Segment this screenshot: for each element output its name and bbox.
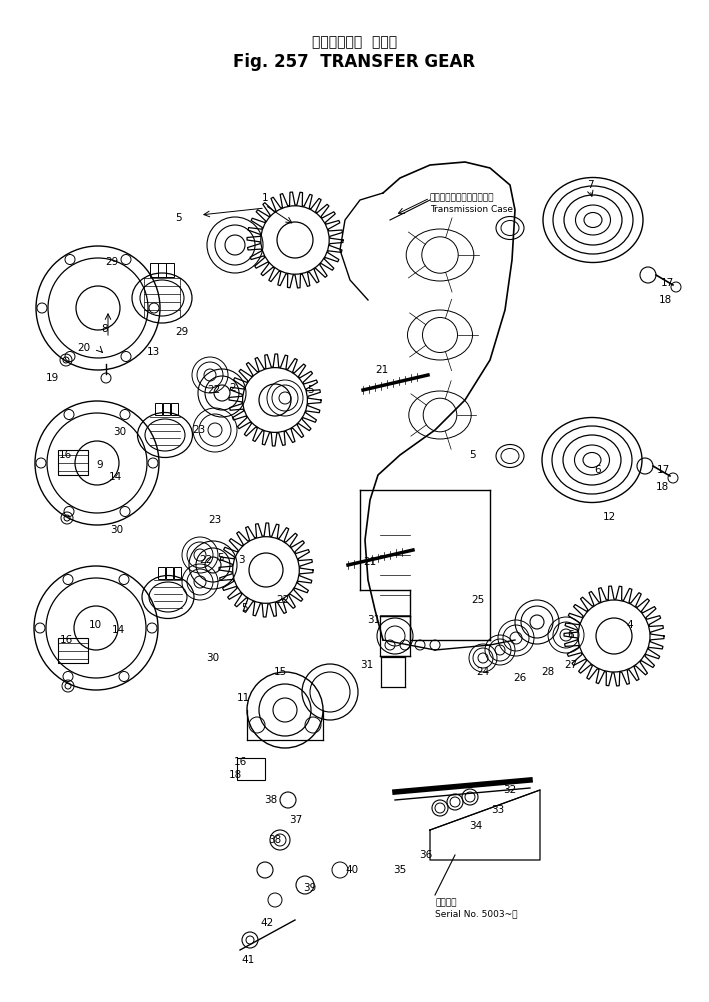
- Text: 20: 20: [77, 343, 91, 353]
- Text: 22: 22: [277, 595, 289, 605]
- Text: 38: 38: [264, 795, 278, 805]
- Text: 38: 38: [269, 835, 281, 845]
- Text: 28: 28: [542, 667, 554, 677]
- Text: 6: 6: [568, 630, 574, 640]
- Text: 10: 10: [89, 620, 101, 630]
- Text: 22: 22: [199, 555, 213, 565]
- Text: 25: 25: [471, 595, 485, 605]
- Bar: [166, 263, 174, 277]
- Text: 30: 30: [113, 427, 127, 437]
- Text: 14: 14: [111, 625, 125, 635]
- Text: 30: 30: [206, 653, 220, 663]
- Text: 41: 41: [241, 955, 255, 965]
- Text: 18: 18: [228, 770, 242, 780]
- Text: 35: 35: [393, 865, 407, 875]
- Text: 17: 17: [660, 278, 674, 288]
- Text: 31: 31: [360, 660, 374, 670]
- Text: 32: 32: [503, 785, 517, 795]
- Text: 21: 21: [375, 365, 389, 375]
- Bar: [237, 758, 265, 780]
- Text: 15: 15: [274, 667, 286, 677]
- Text: 適用号等
Serial No. 5003~・: 適用号等 Serial No. 5003~・: [435, 898, 518, 919]
- Text: 16: 16: [60, 635, 72, 645]
- Text: 3: 3: [238, 555, 245, 565]
- Text: 8: 8: [101, 324, 108, 334]
- Text: 5: 5: [240, 603, 247, 613]
- Bar: [166, 567, 173, 579]
- Text: 12: 12: [603, 512, 615, 522]
- Text: 1: 1: [262, 193, 268, 203]
- Text: Fig. 257  TRANSFER GEAR: Fig. 257 TRANSFER GEAR: [233, 53, 476, 71]
- Text: 23: 23: [192, 425, 206, 435]
- Text: 27: 27: [564, 660, 578, 670]
- Text: 18: 18: [655, 482, 669, 492]
- Text: 7: 7: [586, 180, 593, 190]
- Text: 39: 39: [303, 883, 317, 893]
- Bar: [158, 263, 166, 277]
- Text: 23: 23: [208, 515, 222, 525]
- Text: 17: 17: [657, 465, 669, 475]
- Text: 33: 33: [491, 805, 505, 815]
- Text: 16: 16: [233, 757, 247, 767]
- Text: 4: 4: [627, 620, 633, 630]
- Text: 37: 37: [289, 815, 303, 825]
- Text: 22: 22: [207, 385, 220, 395]
- Text: 18: 18: [659, 295, 671, 305]
- Bar: [163, 403, 170, 415]
- Text: 9: 9: [96, 460, 104, 470]
- Text: 2: 2: [230, 383, 236, 393]
- Text: 5: 5: [469, 450, 475, 460]
- Text: 5: 5: [307, 385, 313, 395]
- Text: 29: 29: [106, 257, 118, 267]
- Bar: [171, 403, 178, 415]
- Bar: [58, 638, 88, 663]
- Text: 6: 6: [595, 465, 601, 475]
- Bar: [58, 450, 88, 475]
- Bar: [155, 403, 162, 415]
- Bar: [150, 263, 158, 277]
- Text: トランスミッションケース
Transmission Case: トランスミッションケース Transmission Case: [430, 193, 513, 213]
- Text: 19: 19: [45, 373, 59, 383]
- Text: 36: 36: [420, 850, 432, 860]
- Text: 30: 30: [111, 525, 123, 535]
- Text: 31: 31: [367, 615, 381, 625]
- Text: 40: 40: [345, 865, 359, 875]
- Text: トランスファ  ギヤー: トランスファ ギヤー: [312, 35, 397, 49]
- Text: 5: 5: [218, 553, 224, 563]
- Text: 16: 16: [58, 450, 72, 460]
- Text: 26: 26: [513, 673, 527, 683]
- Text: 11: 11: [236, 693, 250, 703]
- Text: 14: 14: [108, 472, 122, 482]
- Bar: [174, 567, 181, 579]
- Text: 29: 29: [175, 327, 189, 337]
- Text: 34: 34: [469, 821, 483, 831]
- Text: 21: 21: [364, 557, 376, 567]
- Text: 5: 5: [174, 213, 182, 223]
- Bar: [158, 567, 165, 579]
- Text: 13: 13: [146, 347, 160, 357]
- Text: 42: 42: [260, 918, 274, 928]
- Text: 24: 24: [476, 667, 490, 677]
